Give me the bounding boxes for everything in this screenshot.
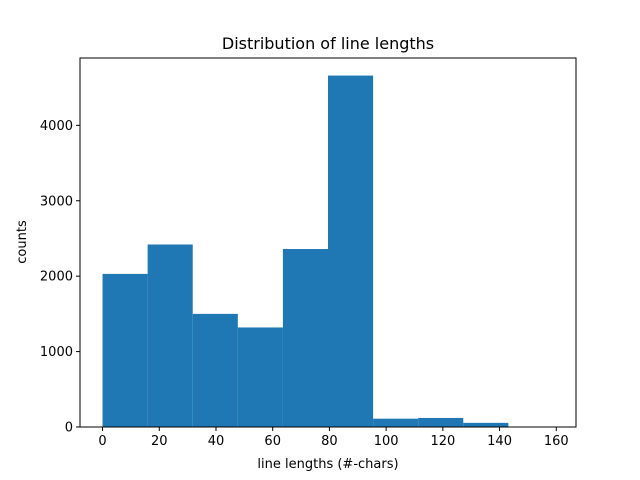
- bars-group: [102, 75, 509, 428]
- histogram-bar: [373, 418, 419, 427]
- y-tick-label: 0: [65, 421, 73, 436]
- histogram-bar: [192, 313, 238, 427]
- x-tick-label: 60: [264, 434, 281, 449]
- x-tick-label: 20: [151, 434, 168, 449]
- histogram-bar: [328, 75, 374, 428]
- x-tick-label: 140: [487, 434, 512, 449]
- y-tick-label: 2000: [40, 270, 73, 285]
- histogram-bar: [463, 422, 509, 427]
- x-tick-label: 100: [374, 434, 399, 449]
- x-axis-ticks: 0 20 40 60 80 100 120 140 160: [98, 427, 569, 449]
- x-tick-label: 120: [430, 434, 455, 449]
- x-tick-label: 40: [208, 434, 225, 449]
- plot-frame: [79, 57, 577, 428]
- histogram-bar: [147, 244, 193, 427]
- x-tick-label: 160: [544, 434, 569, 449]
- x-tick-label: 0: [98, 434, 106, 449]
- histogram-bar: [282, 249, 328, 427]
- y-axis-label: counts: [15, 220, 30, 264]
- x-tick-label: 80: [321, 434, 338, 449]
- y-axis-ticks: 0 1000 2000 3000 4000: [40, 119, 80, 436]
- histogram-bar: [102, 273, 148, 427]
- chart-title: Distribution of line lengths: [222, 34, 434, 53]
- histogram-bar: [237, 327, 283, 427]
- x-axis-label: line lengths (#-chars): [257, 457, 398, 472]
- y-tick-label: 1000: [40, 345, 73, 360]
- y-tick-label: 3000: [40, 194, 73, 209]
- histogram-bar: [418, 417, 464, 427]
- y-tick-label: 4000: [40, 119, 73, 134]
